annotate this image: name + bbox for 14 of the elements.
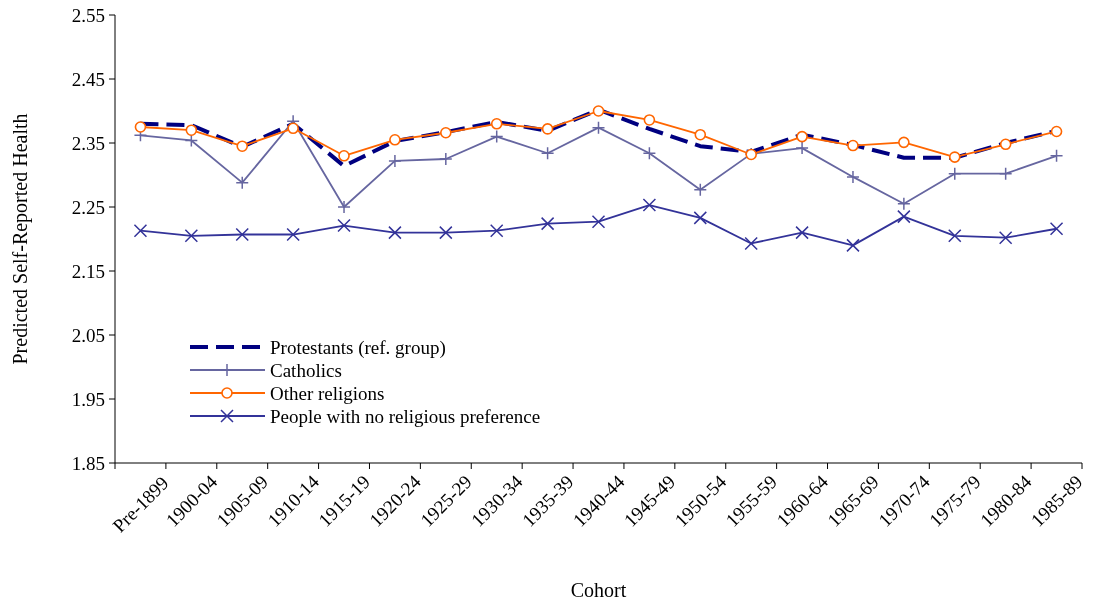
y-axis-title: Predicted Self-Reported Health: [9, 113, 32, 365]
y-tick-label: 2.05: [71, 324, 105, 346]
y-tick-label: 1.95: [71, 388, 105, 410]
y-tick-label: 2.35: [71, 132, 105, 154]
legend-label: People with no religious preference: [270, 405, 541, 427]
y-tick-label: 2.25: [71, 196, 105, 218]
legend-label: Protestants (ref. group): [270, 336, 446, 359]
x-axis-title: Cohort: [570, 579, 627, 601]
y-tick-label: 2.15: [71, 260, 105, 282]
legend-label: Other religions: [270, 382, 385, 404]
y-tick-label: 2.45: [71, 68, 105, 90]
legend-label: Catholics: [270, 359, 342, 381]
y-tick-label: 2.55: [71, 4, 105, 26]
y-tick-label: 1.85: [71, 452, 105, 474]
